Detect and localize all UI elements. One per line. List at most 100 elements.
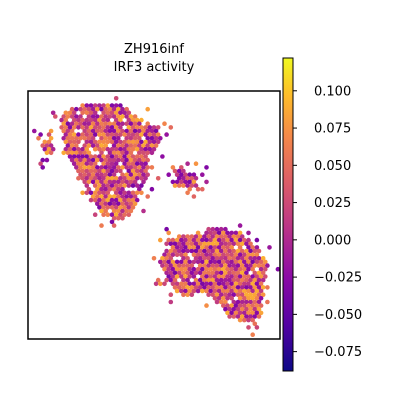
spot [88, 103, 94, 108]
spot [189, 248, 195, 254]
spot [185, 277, 190, 283]
spot [128, 172, 134, 177]
spot [181, 270, 186, 276]
spot [143, 154, 148, 159]
spot [76, 132, 81, 137]
spot [256, 270, 262, 276]
spot [67, 132, 73, 137]
spot [147, 132, 153, 137]
spot [172, 241, 178, 247]
spot [134, 125, 140, 130]
spot [174, 179, 180, 185]
spot [76, 125, 81, 130]
spot [229, 310, 234, 316]
spot [118, 190, 123, 196]
spot [109, 139, 115, 145]
spot [69, 106, 75, 112]
spot [84, 139, 90, 145]
spot [250, 266, 255, 272]
spot [216, 274, 222, 279]
spot [176, 248, 182, 254]
spot [109, 176, 115, 181]
spot [208, 252, 213, 257]
spot [122, 205, 127, 210]
spot [229, 303, 234, 308]
spot [130, 197, 136, 203]
spot [90, 114, 96, 119]
spot [109, 132, 115, 137]
spot [74, 150, 79, 156]
spot [90, 179, 96, 185]
spot [239, 270, 245, 276]
spot [164, 277, 169, 283]
spot [124, 106, 129, 112]
spot [137, 172, 142, 177]
spot [107, 128, 113, 134]
spot [248, 314, 253, 319]
spot [132, 172, 138, 177]
spot [67, 110, 73, 116]
spot [101, 103, 106, 108]
spot [141, 179, 146, 185]
spot [164, 132, 169, 137]
spot [187, 172, 192, 177]
spot [109, 125, 115, 130]
spot [107, 201, 113, 207]
spot [80, 154, 85, 159]
spot [126, 132, 132, 137]
spot [84, 146, 90, 152]
spot [183, 288, 188, 294]
spot [126, 197, 132, 203]
spot [132, 114, 138, 119]
spot [263, 259, 268, 265]
spot [218, 248, 224, 254]
spot [216, 230, 222, 236]
spot [185, 270, 190, 276]
spot [229, 230, 234, 236]
spot [223, 248, 228, 254]
spot [99, 157, 104, 163]
spot [147, 125, 153, 130]
spot [212, 230, 218, 236]
spot [168, 125, 174, 130]
spot [158, 281, 163, 287]
spot [221, 252, 226, 257]
spot [134, 117, 140, 123]
spot [107, 179, 113, 185]
spot [53, 114, 58, 119]
spot [97, 103, 102, 108]
spot [252, 299, 258, 305]
spot [111, 114, 117, 119]
spot [151, 255, 157, 261]
spot [237, 223, 243, 228]
spot [195, 186, 201, 192]
spot [170, 237, 176, 243]
chart-title-activity: IRF3 activity [113, 60, 195, 75]
spot [120, 179, 125, 185]
spot [105, 190, 111, 196]
spot [233, 310, 239, 316]
spot [80, 110, 85, 116]
spot [113, 183, 119, 188]
spot [65, 121, 71, 126]
spot [107, 186, 113, 192]
spot [90, 143, 96, 148]
spot [109, 110, 115, 116]
spot [233, 266, 239, 272]
spot [254, 288, 260, 294]
spot [200, 245, 205, 250]
spot [99, 165, 104, 170]
spot [191, 259, 197, 265]
spot [231, 314, 237, 319]
spot [200, 237, 205, 243]
spot [214, 277, 220, 283]
spot [258, 281, 264, 287]
spot [99, 223, 104, 228]
spot [179, 259, 184, 265]
spot [92, 139, 98, 145]
spot [103, 157, 108, 163]
spot [126, 161, 132, 166]
spot [76, 146, 81, 152]
colorbar-ticks: 0.100 0.075 0.050 0.025 0.000 −0.025 −0.050 −0.… [293, 84, 362, 360]
spot [221, 303, 226, 308]
